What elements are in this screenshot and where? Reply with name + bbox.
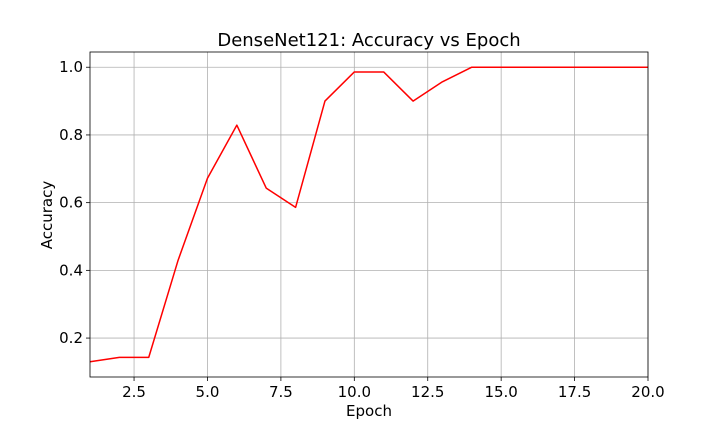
accuracy-series-line — [89, 66, 648, 363]
x-axis: 2.5 5.0 7.5 10.0 12.5 15.0 17.5 20.0 — [122, 377, 665, 401]
y-axis: 0.2 0.4 0.6 0.8 1.0 — [59, 58, 90, 347]
x-tick-label: 12.5 — [411, 383, 444, 401]
x-tick-label: 20.0 — [631, 383, 664, 401]
x-tick-label: 7.5 — [269, 383, 293, 401]
plot-frame — [89, 51, 649, 378]
y-tick-label: 0.6 — [59, 194, 83, 212]
grid — [90, 52, 649, 377]
x-tick-label: 17.5 — [558, 383, 591, 401]
x-tick-label: 15.0 — [484, 383, 517, 401]
x-tick-label: 5.0 — [196, 383, 220, 401]
y-tick-label: 0.4 — [59, 261, 83, 279]
x-tick-label: 10.0 — [338, 383, 371, 401]
y-tick-label: 0.8 — [59, 126, 83, 144]
series-layer — [89, 66, 648, 363]
x-axis-label: Epoch — [346, 402, 392, 420]
y-tick-label: 0.2 — [59, 329, 83, 347]
chart-title: DenseNet121: Accuracy vs Epoch — [217, 30, 520, 51]
y-axis-label: Accuracy — [38, 181, 56, 250]
y-tick-label: 1.0 — [59, 58, 83, 76]
x-tick-label: 2.5 — [122, 383, 146, 401]
